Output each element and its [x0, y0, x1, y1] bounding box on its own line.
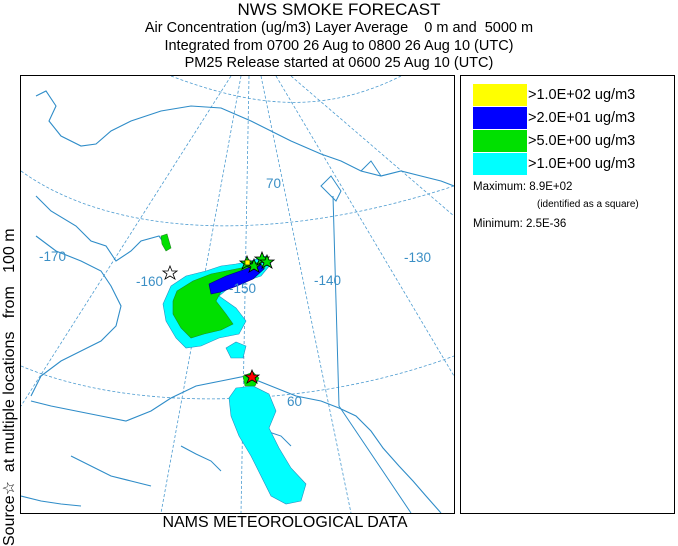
lon-label-160: -160: [136, 274, 163, 289]
meteorological-data-label: NAMS METEOROLOGICAL DATA: [162, 514, 408, 531]
lat-label-60: 60: [287, 394, 302, 409]
legend-label-1: >1.0E+02 ug/m3: [528, 87, 636, 103]
source-stars: [161, 250, 276, 384]
legend-swatch-1: [473, 84, 527, 106]
forecast-title: NWS SMOKE FORECAST: [237, 0, 441, 19]
source-star-west: [161, 264, 179, 280]
lon-label-150: -150: [229, 281, 256, 296]
lon-label-140: -140: [314, 273, 341, 288]
subtitle-release: PM25 Release started at 0600 25 Aug 10 (…: [184, 55, 494, 71]
legend-label-4: >1.0E+00 ug/m3: [528, 156, 636, 172]
minimum-value: Minimum: 2.5E-36: [473, 218, 567, 230]
lat-label-70: 70: [266, 176, 281, 191]
coastline: [21, 90, 454, 513]
map-svg: -170 -160 -150 -140 -130 70 60: [21, 76, 454, 513]
maximum-note: (identified as a square): [537, 199, 639, 210]
legend-label-3: >5.0E+00 ug/m3: [528, 133, 636, 149]
legend-swatch-3: [473, 130, 527, 152]
subtitle-integration: Integrated from 0700 26 Aug to 0800 26 A…: [164, 38, 514, 54]
source-side-label: Source☆ at multiple locations from 100 m: [1, 228, 18, 546]
legend-swatch-4: [473, 153, 527, 175]
maximum-value: Maximum: 8.9E+02: [473, 181, 573, 193]
source-star-4: [258, 253, 276, 269]
lon-label-170: -170: [39, 249, 66, 264]
source-star-south: [243, 368, 261, 384]
map-panel: -170 -160 -150 -140 -130 70 60: [20, 75, 455, 514]
border-line: [332, 195, 412, 513]
lon-label-130: -130: [404, 250, 431, 265]
legend-swatch-2: [473, 107, 527, 129]
legend-label-2: >2.0E+01 ug/m3: [528, 110, 636, 126]
legend-panel: >1.0E+02 ug/m3 >2.0E+01 ug/m3 >5.0E+00 u…: [460, 75, 675, 514]
smoke-plume: [160, 233, 307, 505]
maximum-square: [244, 259, 251, 266]
subtitle-layer: Air Concentration (ug/m3) Layer Average …: [144, 20, 534, 36]
